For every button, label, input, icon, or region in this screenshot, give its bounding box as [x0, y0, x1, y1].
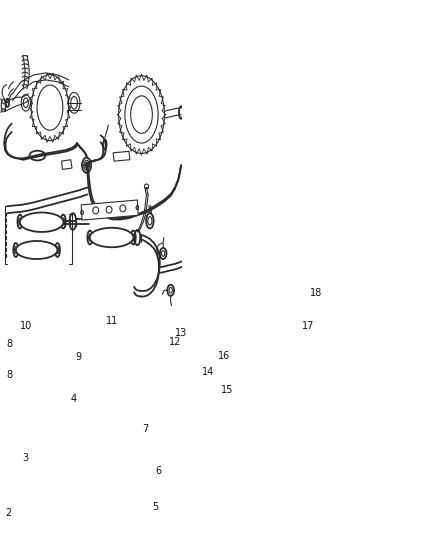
Text: 5: 5: [152, 502, 158, 512]
Text: 12: 12: [169, 337, 181, 346]
Text: 7: 7: [142, 424, 149, 434]
Text: 8: 8: [6, 339, 12, 349]
Text: 17: 17: [302, 321, 314, 332]
Text: 16: 16: [218, 351, 230, 360]
Polygon shape: [62, 160, 72, 169]
Ellipse shape: [82, 158, 91, 173]
Ellipse shape: [13, 243, 18, 257]
Ellipse shape: [20, 213, 64, 232]
Ellipse shape: [18, 215, 22, 229]
Ellipse shape: [88, 231, 92, 245]
Text: 11: 11: [106, 316, 119, 326]
Polygon shape: [81, 200, 138, 220]
Text: 6: 6: [155, 466, 161, 476]
Text: 9: 9: [75, 352, 81, 362]
Text: 13: 13: [175, 328, 187, 337]
Ellipse shape: [90, 228, 134, 247]
Polygon shape: [113, 151, 130, 161]
Text: 8: 8: [6, 370, 12, 380]
Ellipse shape: [55, 243, 60, 257]
Text: 15: 15: [221, 385, 233, 395]
Text: 4: 4: [71, 394, 77, 403]
Ellipse shape: [16, 241, 57, 259]
Text: 14: 14: [202, 367, 214, 376]
Text: 10: 10: [20, 321, 32, 332]
Ellipse shape: [131, 231, 136, 245]
Text: 3: 3: [22, 454, 28, 463]
Text: 2: 2: [5, 507, 11, 518]
Text: 18: 18: [310, 288, 322, 298]
Ellipse shape: [61, 215, 66, 229]
